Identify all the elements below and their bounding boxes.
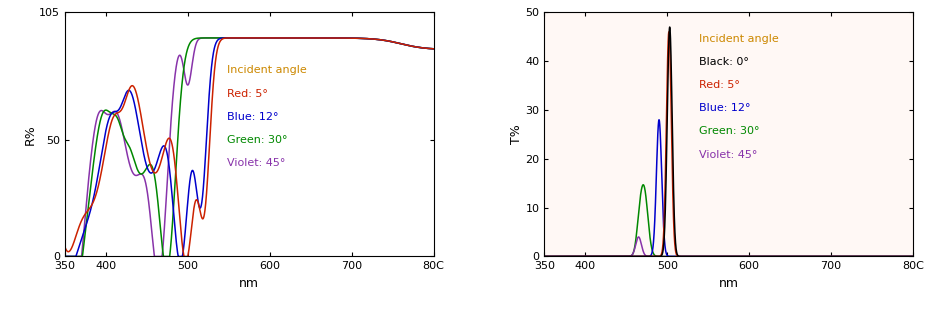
Text: Red: 5°: Red: 5° xyxy=(699,80,740,90)
Text: Black: 0°: Black: 0° xyxy=(699,57,749,67)
Y-axis label: T%: T% xyxy=(510,125,523,144)
Text: Violet: 45°: Violet: 45° xyxy=(227,158,286,168)
Text: Red: 5°: Red: 5° xyxy=(227,89,268,99)
Text: Green: 30°: Green: 30° xyxy=(227,135,287,145)
Text: Incident angle: Incident angle xyxy=(227,66,307,75)
Text: Green: 30°: Green: 30° xyxy=(699,126,760,136)
Y-axis label: R%: R% xyxy=(23,124,36,145)
Text: Blue: 12°: Blue: 12° xyxy=(227,112,279,122)
X-axis label: nm: nm xyxy=(239,277,260,290)
X-axis label: nm: nm xyxy=(718,277,739,290)
Text: Blue: 12°: Blue: 12° xyxy=(699,103,751,113)
Text: Incident angle: Incident angle xyxy=(699,34,779,44)
Text: Violet: 45°: Violet: 45° xyxy=(699,150,757,160)
